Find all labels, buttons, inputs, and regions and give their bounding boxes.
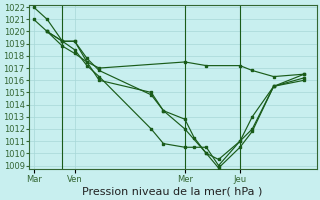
X-axis label: Pression niveau de la mer( hPa ): Pression niveau de la mer( hPa ) [83, 187, 263, 197]
